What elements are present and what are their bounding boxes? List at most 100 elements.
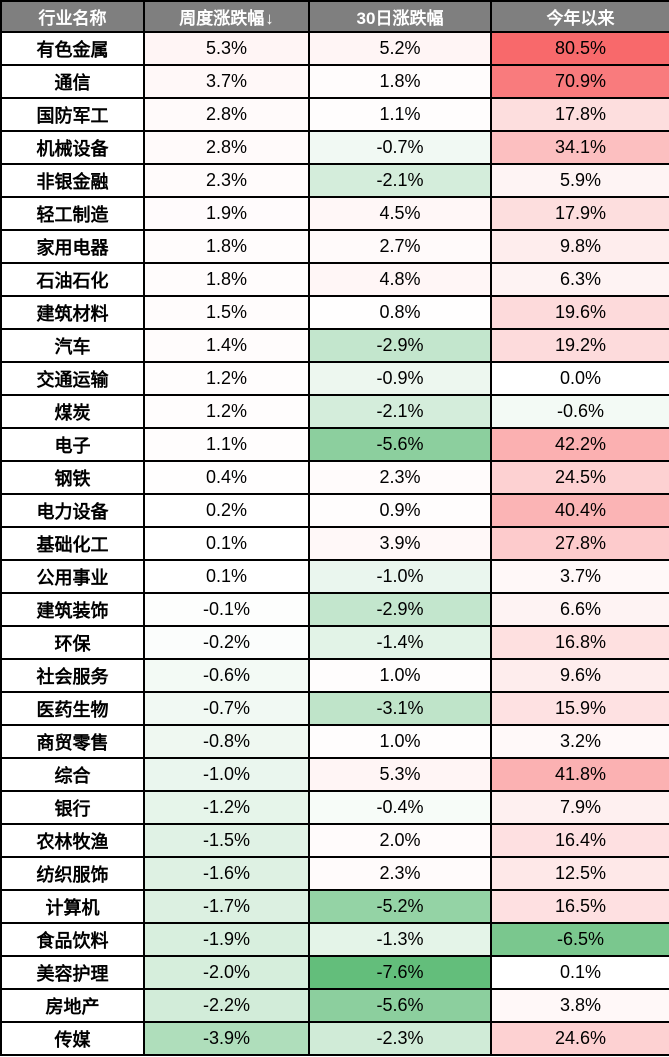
industry-name-cell: 建筑材料	[0, 295, 145, 330]
weekly-change-cell: -1.2%	[143, 790, 310, 825]
weekly-change-cell: -1.9%	[143, 922, 310, 957]
column-header-ytd[interactable]: 今年以来	[490, 0, 669, 33]
ytd-change-cell: 27.8%	[490, 526, 669, 561]
column-header-industry-label: 行业名称	[38, 9, 107, 28]
weekly-change-cell: 2.3%	[143, 163, 310, 198]
monthly-change-cell: -2.3%	[308, 1021, 492, 1056]
column-header-weekly[interactable]: 周度涨跌幅↓	[143, 0, 310, 33]
monthly-change-cell: -5.2%	[308, 889, 492, 924]
monthly-change-cell: -5.6%	[308, 427, 492, 462]
industry-name-cell: 机械设备	[0, 130, 145, 165]
ytd-change-cell: 15.9%	[490, 691, 669, 726]
table-row: 钢铁 0.4% 2.3% 24.5%	[0, 460, 669, 495]
weekly-change-cell: -1.0%	[143, 757, 310, 792]
weekly-change-cell: 0.2%	[143, 493, 310, 528]
table-row: 建筑装饰 -0.1% -2.9% 6.6%	[0, 592, 669, 627]
ytd-change-cell: 80.5%	[490, 31, 669, 66]
ytd-change-cell: 41.8%	[490, 757, 669, 792]
table-row: 社会服务 -0.6% 1.0% 9.6%	[0, 658, 669, 693]
ytd-change-cell: 9.8%	[490, 229, 669, 264]
table-body: 有色金属 5.3% 5.2% 80.5% 通信 3.7% 1.8% 70.9% 国防军工 2.8%…	[0, 31, 669, 1056]
weekly-change-cell: 1.2%	[143, 394, 310, 429]
monthly-change-cell: 1.8%	[308, 64, 492, 99]
weekly-change-cell: -0.8%	[143, 724, 310, 759]
industry-name-cell: 综合	[0, 757, 145, 792]
table-row: 建筑材料 1.5% 0.8% 19.6%	[0, 295, 669, 330]
industry-name-cell: 美容护理	[0, 955, 145, 990]
column-header-ytd-label: 今年以来	[546, 9, 615, 28]
monthly-change-cell: -7.6%	[308, 955, 492, 990]
monthly-change-cell: -1.4%	[308, 625, 492, 660]
weekly-change-cell: -0.7%	[143, 691, 310, 726]
weekly-change-cell: -3.9%	[143, 1021, 310, 1056]
monthly-change-cell: 5.3%	[308, 757, 492, 792]
table-row: 纺织服饰 -1.6% 2.3% 12.5%	[0, 856, 669, 891]
weekly-change-cell: 1.9%	[143, 196, 310, 231]
industry-name-cell: 房地产	[0, 988, 145, 1023]
ytd-change-cell: 70.9%	[490, 64, 669, 99]
weekly-change-cell: 1.4%	[143, 328, 310, 363]
monthly-change-cell: 0.8%	[308, 295, 492, 330]
column-header-monthly-label: 30日涨跌幅	[356, 9, 444, 28]
industry-name-cell: 食品饮料	[0, 922, 145, 957]
ytd-change-cell: 34.1%	[490, 130, 669, 165]
ytd-change-cell: 6.3%	[490, 262, 669, 297]
ytd-change-cell: 3.7%	[490, 559, 669, 594]
weekly-change-cell: 3.7%	[143, 64, 310, 99]
monthly-change-cell: -5.6%	[308, 988, 492, 1023]
ytd-change-cell: 24.6%	[490, 1021, 669, 1056]
ytd-change-cell: 42.2%	[490, 427, 669, 462]
ytd-change-cell: 19.2%	[490, 328, 669, 363]
ytd-change-cell: 12.5%	[490, 856, 669, 891]
table-row: 农林牧渔 -1.5% 2.0% 16.4%	[0, 823, 669, 858]
table-row: 通信 3.7% 1.8% 70.9%	[0, 64, 669, 99]
weekly-change-cell: 0.1%	[143, 526, 310, 561]
industry-name-cell: 公用事业	[0, 559, 145, 594]
table-row: 医药生物 -0.7% -3.1% 15.9%	[0, 691, 669, 726]
monthly-change-cell: -0.4%	[308, 790, 492, 825]
industry-name-cell: 传媒	[0, 1021, 145, 1056]
monthly-change-cell: -2.9%	[308, 328, 492, 363]
column-header-monthly[interactable]: 30日涨跌幅	[308, 0, 492, 33]
ytd-change-cell: 9.6%	[490, 658, 669, 693]
industry-name-cell: 农林牧渔	[0, 823, 145, 858]
table-row: 家用电器 1.8% 2.7% 9.8%	[0, 229, 669, 264]
weekly-change-cell: -1.7%	[143, 889, 310, 924]
industry-name-cell: 家用电器	[0, 229, 145, 264]
weekly-change-cell: -2.2%	[143, 988, 310, 1023]
ytd-change-cell: 17.8%	[490, 97, 669, 132]
industry-name-cell: 交通运输	[0, 361, 145, 396]
monthly-change-cell: 2.0%	[308, 823, 492, 858]
industry-name-cell: 计算机	[0, 889, 145, 924]
monthly-change-cell: -1.0%	[308, 559, 492, 594]
weekly-change-cell: 1.2%	[143, 361, 310, 396]
ytd-change-cell: 40.4%	[490, 493, 669, 528]
weekly-change-cell: 1.1%	[143, 427, 310, 462]
industry-name-cell: 纺织服饰	[0, 856, 145, 891]
industry-name-cell: 钢铁	[0, 460, 145, 495]
table-row: 有色金属 5.3% 5.2% 80.5%	[0, 31, 669, 66]
table-row: 公用事业 0.1% -1.0% 3.7%	[0, 559, 669, 594]
industry-name-cell: 有色金属	[0, 31, 145, 66]
weekly-change-cell: 0.1%	[143, 559, 310, 594]
weekly-change-cell: -2.0%	[143, 955, 310, 990]
monthly-change-cell: 2.3%	[308, 856, 492, 891]
monthly-change-cell: -0.9%	[308, 361, 492, 396]
weekly-change-cell: 1.5%	[143, 295, 310, 330]
ytd-change-cell: 16.5%	[490, 889, 669, 924]
industry-name-cell: 商贸零售	[0, 724, 145, 759]
monthly-change-cell: -1.3%	[308, 922, 492, 957]
column-header-industry[interactable]: 行业名称	[0, 0, 145, 33]
monthly-change-cell: -2.9%	[308, 592, 492, 627]
industry-name-cell: 汽车	[0, 328, 145, 363]
industry-name-cell: 银行	[0, 790, 145, 825]
table-row: 石油石化 1.8% 4.8% 6.3%	[0, 262, 669, 297]
ytd-change-cell: 3.8%	[490, 988, 669, 1023]
weekly-change-cell: -1.6%	[143, 856, 310, 891]
table-row: 传媒 -3.9% -2.3% 24.6%	[0, 1021, 669, 1056]
monthly-change-cell: 2.3%	[308, 460, 492, 495]
table-row: 轻工制造 1.9% 4.5% 17.9%	[0, 196, 669, 231]
table-row: 电子 1.1% -5.6% 42.2%	[0, 427, 669, 462]
industry-name-cell: 环保	[0, 625, 145, 660]
